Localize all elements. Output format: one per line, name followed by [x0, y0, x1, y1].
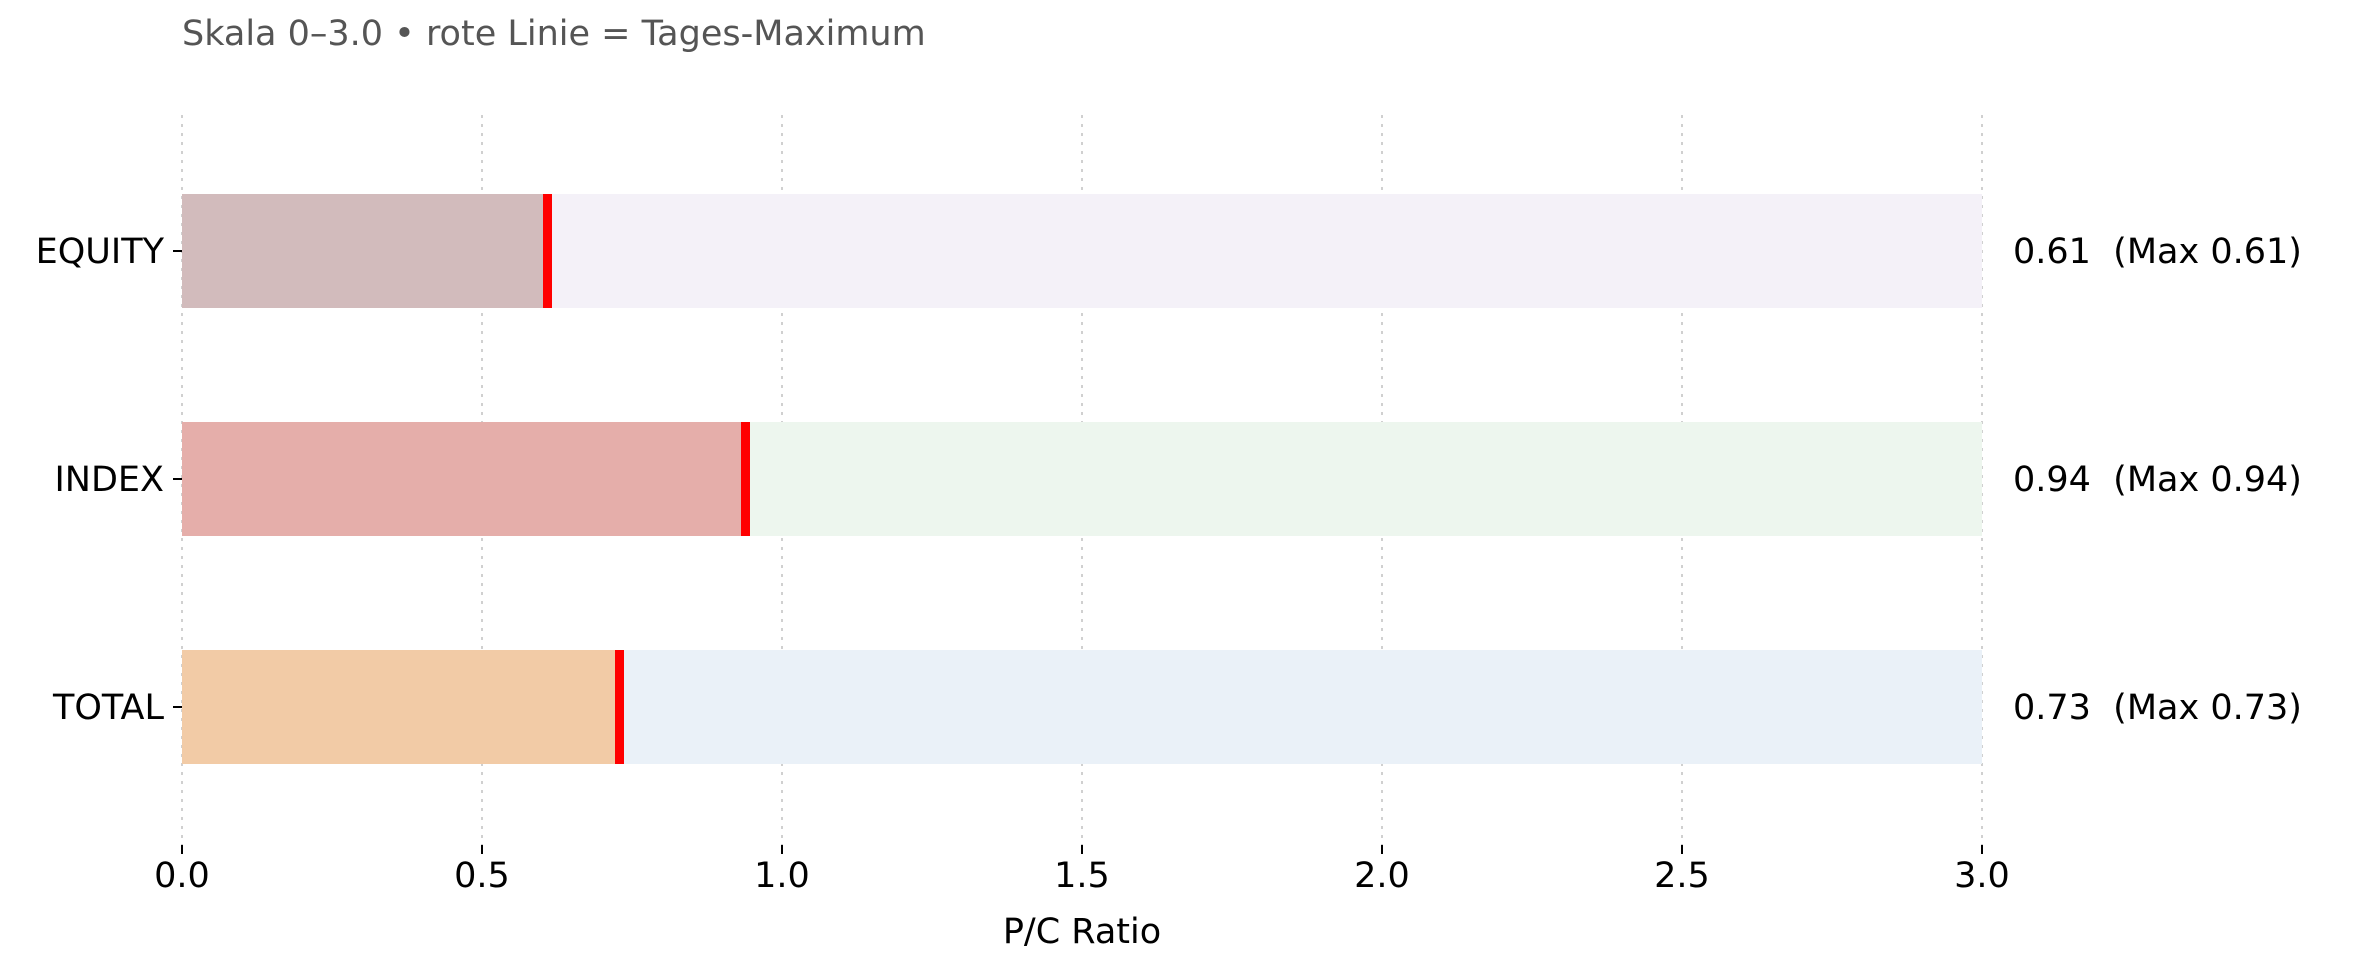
bar-equity: [182, 194, 548, 308]
x-axis-label: P/C Ratio: [1003, 912, 1161, 952]
x-tick-label: 3.0: [1954, 856, 2010, 896]
bar-index: [182, 422, 746, 536]
value-label: 0.94 (Max 0.94): [2013, 460, 2302, 500]
max-line-index: [741, 422, 750, 536]
x-tick-label: 2.0: [1354, 856, 1410, 896]
max-line-total: [615, 650, 624, 764]
x-tick-label: 1.5: [1054, 856, 1110, 896]
max-line-equity: [543, 194, 552, 308]
bar-total: [182, 650, 620, 764]
value-label: 0.61 (Max 0.61): [2013, 232, 2302, 272]
y-tick-label: INDEX: [54, 460, 164, 500]
value-label: 0.73 (Max 0.73): [2013, 688, 2302, 728]
chart-subtitle: Skala 0–3.0 • rote Linie = Tages-Maximum: [182, 14, 926, 54]
x-tick-label: 0.0: [154, 856, 210, 896]
x-tick-label: 0.5: [454, 856, 510, 896]
y-tick-label: TOTAL: [52, 688, 165, 728]
y-tick-label: EQUITY: [36, 232, 165, 272]
x-tick-label: 1.0: [754, 856, 810, 896]
x-tick-label: 2.5: [1654, 856, 1710, 896]
